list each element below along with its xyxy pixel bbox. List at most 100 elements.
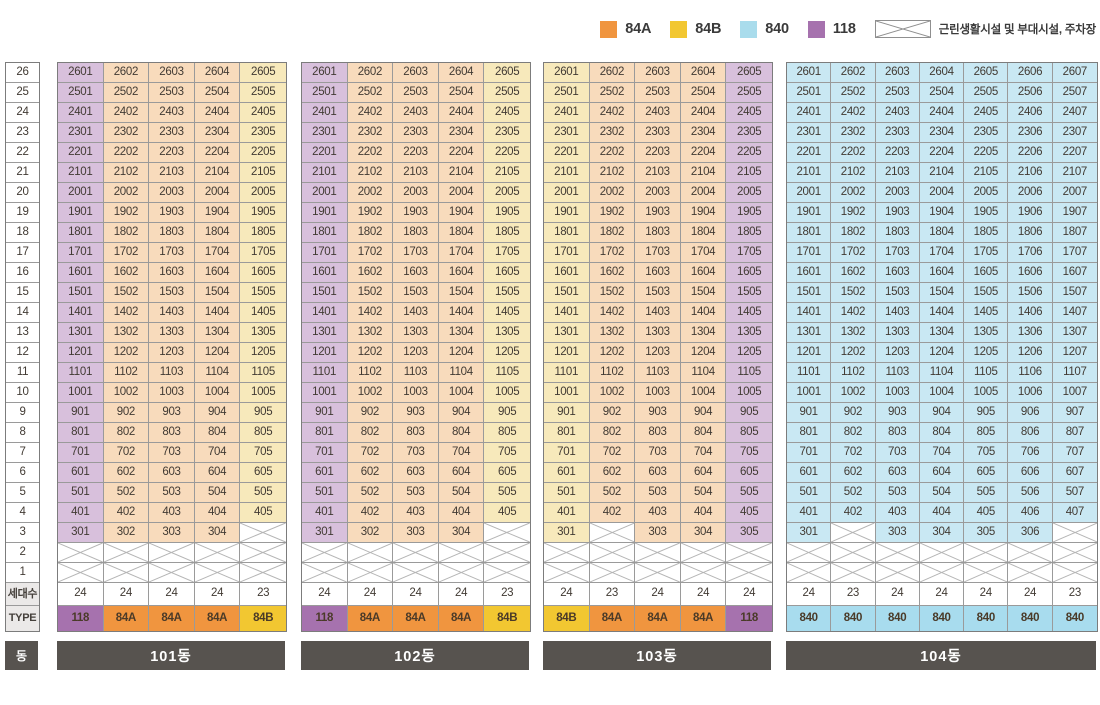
facility-cell (919, 563, 965, 583)
unit-cell: 2104 (919, 163, 965, 183)
unit-cell: 303 (149, 523, 195, 543)
unit-cell: 903 (149, 403, 195, 423)
unit-cell: 2601 (302, 63, 348, 83)
unit-cell: 1604 (438, 263, 485, 283)
unit-cell: 1303 (635, 323, 681, 343)
unit-cell: 1903 (875, 203, 920, 223)
floor-label-cell: 22 (6, 143, 39, 163)
unit-cell: 1302 (831, 323, 876, 343)
unit-cell: 1703 (393, 243, 439, 263)
unit-cell: 2305 (726, 123, 772, 143)
unit-cell: 407 (1052, 503, 1097, 523)
unit-cell: 1101 (787, 363, 832, 383)
unit-cell: 605 (964, 463, 1009, 483)
unit-cell: 2405 (726, 103, 772, 123)
unit-cell: 1402 (831, 303, 876, 323)
unit-cell: 1601 (58, 263, 104, 283)
type-cell: 84A (635, 606, 681, 631)
unit-cell: 1703 (149, 243, 195, 263)
unit-cell: 603 (149, 463, 195, 483)
unit-cell: 1805 (964, 223, 1009, 243)
unit-cell: 1204 (194, 343, 241, 363)
unit-cell: 1705 (726, 243, 772, 263)
unit-cell: 2501 (787, 83, 832, 103)
unit-cell: 1907 (1052, 203, 1097, 223)
facility-cell (875, 563, 920, 583)
unit-cell: 505 (484, 483, 530, 503)
facility-cell (831, 563, 876, 583)
unit-cell: 1502 (103, 283, 150, 303)
unit-cell: 1104 (919, 363, 965, 383)
unit-cell: 2501 (302, 83, 348, 103)
unit-cell: 2001 (787, 183, 832, 203)
unit-cell: 1701 (787, 243, 832, 263)
unit-cell: 2404 (919, 103, 965, 123)
unit-cell: 2605 (964, 63, 1009, 83)
unit-cell: 2201 (302, 143, 348, 163)
unit-cell: 1105 (726, 363, 772, 383)
unit-cell: 2003 (149, 183, 195, 203)
unit-cell: 502 (103, 483, 150, 503)
unit-cell: 701 (787, 443, 832, 463)
building-104-grid: 2601 2602 2603 2604 2605 2606 2607 2501 2502 2503… (786, 62, 1098, 632)
unit-cell: 1202 (103, 343, 150, 363)
unit-cell: 1005 (964, 383, 1009, 403)
unit-cell: 1702 (831, 243, 876, 263)
unit-cell: 1007 (1052, 383, 1097, 403)
unit-cell: 2404 (194, 103, 241, 123)
type-cell: 84A (194, 606, 241, 631)
floor-label-cell: 18 (6, 223, 39, 243)
unit-cell: 1305 (726, 323, 772, 343)
unit-cell: 1905 (484, 203, 530, 223)
unit-cell: 1602 (103, 263, 150, 283)
unit-cell: 701 (302, 443, 348, 463)
unit-cell: 2002 (589, 183, 636, 203)
unit-cell: 2401 (302, 103, 348, 123)
count-cell: 23 (240, 583, 286, 606)
unit-cell: 907 (1052, 403, 1097, 423)
floor-label-cell: 26 (6, 63, 39, 83)
unit-cell: 1607 (1052, 263, 1097, 283)
unit-cell: 704 (438, 443, 485, 463)
unit-cell: 2103 (875, 163, 920, 183)
unit-cell: 704 (680, 443, 727, 463)
unit-cell: 301 (544, 523, 590, 543)
unit-cell: 1203 (635, 343, 681, 363)
unit-cell: 1905 (240, 203, 286, 223)
type-cell: 840 (964, 606, 1009, 631)
unit-cell: 1705 (484, 243, 530, 263)
unit-cell: 1604 (194, 263, 241, 283)
count-cell: 24 (635, 583, 681, 606)
unit-cell: 1603 (149, 263, 195, 283)
unit-cell: 805 (726, 423, 772, 443)
unit-cell: 2205 (964, 143, 1009, 163)
facility-cell (1052, 563, 1097, 583)
legend-item-84b: 84B (670, 20, 721, 38)
unit-cell: 705 (964, 443, 1009, 463)
unit-cell: 1401 (787, 303, 832, 323)
unit-cell: 2102 (347, 163, 394, 183)
unit-cell: 1605 (964, 263, 1009, 283)
unit-cell: 1101 (302, 363, 348, 383)
unit-cell: 2001 (58, 183, 104, 203)
unit-cell: 1507 (1052, 283, 1097, 303)
unit-cell: 1501 (544, 283, 590, 303)
unit-cell: 801 (544, 423, 590, 443)
unit-cell: 1505 (726, 283, 772, 303)
unit-cell: 1801 (787, 223, 832, 243)
unit-cell: 1302 (589, 323, 636, 343)
unit-cell: 903 (635, 403, 681, 423)
unit-cell: 2101 (787, 163, 832, 183)
unit-cell: 2604 (194, 63, 241, 83)
unit-cell: 1702 (347, 243, 394, 263)
unit-cell: 402 (831, 503, 876, 523)
unit-cell: 901 (787, 403, 832, 423)
unit-cell: 701 (58, 443, 104, 463)
unit-cell: 1304 (919, 323, 965, 343)
unit-cell: 505 (726, 483, 772, 503)
unit-cell: 501 (544, 483, 590, 503)
facility-cell (680, 543, 727, 563)
unit-cell: 1207 (1052, 343, 1097, 363)
unit-cell: 2104 (438, 163, 485, 183)
unit-cell: 1107 (1052, 363, 1097, 383)
